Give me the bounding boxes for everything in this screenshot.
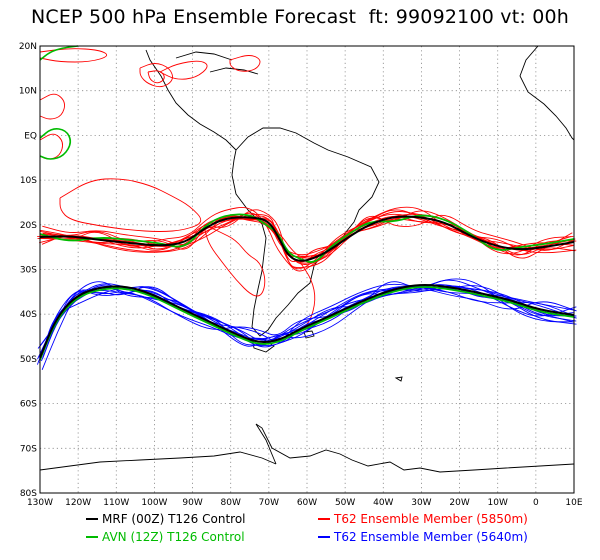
latitude-labels: 20N 10N EQ 10S 20S 30S 40S 50S 60S 70S 80S: [19, 42, 37, 499]
avn-control-closed-contour: [39, 45, 79, 61]
latitude-label: 20S: [20, 221, 37, 231]
longitude-label: 110W: [103, 498, 129, 508]
ensemble-5640-line: [42, 283, 577, 359]
central-america-coast: [145, 49, 237, 151]
gulf-coast: [175, 51, 233, 61]
south-georgia-coast: [394, 376, 403, 382]
legend-avn-label: AVN (12Z) T126 Control: [102, 530, 245, 544]
avn-control-5640-line: [39, 286, 575, 361]
longitude-label: 50W: [335, 498, 355, 508]
mrf-control-5850-line: [39, 215, 575, 262]
contour-lines: [36, 45, 577, 370]
map-title: NCEP 500 hPa Ensemble Forecast ft: 99092…: [30, 6, 570, 28]
longitude-label: 60W: [297, 498, 317, 508]
ensemble-5850-closed-contour: [159, 60, 208, 80]
ensemble-5850-closed-contour: [59, 178, 202, 232]
longitude-label: 70W: [259, 498, 279, 508]
ensemble-5850-closed-contour: [39, 48, 108, 63]
latitude-label: 40S: [20, 310, 37, 320]
longitude-label: 80W: [221, 498, 241, 508]
ensemble-5850-closed-contour: [39, 133, 64, 160]
ensemble-5850-closed-contour: [39, 93, 65, 120]
longitude-label: 10E: [565, 498, 582, 508]
longitude-label: 90W: [182, 498, 202, 508]
ensemble-5850-line: [39, 206, 573, 262]
mrf-control-5640-line: [39, 284, 575, 359]
legend-5640-swatch: [318, 536, 330, 538]
latitude-label: 10S: [20, 176, 37, 186]
ensemble-5850-line: [42, 211, 576, 270]
ensemble-5850-closed-contour: [147, 70, 165, 84]
latitude-label: 30S: [20, 266, 37, 276]
ensemble-5850-closed-contour: [229, 55, 261, 72]
longitude-label: 130W: [27, 498, 53, 508]
longitude-label: 10W: [488, 498, 508, 508]
longitude-label: 0: [533, 498, 539, 508]
longitude-label: 100W: [141, 498, 167, 508]
latitude-label: 60S: [20, 400, 37, 410]
longitude-labels: 130W 120W 110W 100W 90W 80W 70W 60W 50W 40W 30W 20W…: [27, 498, 583, 508]
ensemble-5640-line: [36, 286, 574, 365]
map-frame: [39, 45, 575, 494]
legend-avn-swatch: [86, 536, 98, 538]
longitude-label: 30W: [411, 498, 431, 508]
longitude-label: 20W: [449, 498, 469, 508]
latitude-label: 10N: [19, 87, 37, 97]
latitude-label: 50S: [20, 355, 37, 365]
coastlines: [39, 45, 575, 473]
graticule-grid: [40, 46, 574, 493]
latitude-label: 80S: [20, 489, 37, 499]
longitude-label: 40W: [373, 498, 393, 508]
antarctica-coast: [255, 423, 575, 473]
legend-5850-label: T62 Ensemble Member (5850m): [334, 512, 528, 526]
ensemble-5640-line: [37, 281, 577, 360]
legend-5640-label: T62 Ensemble Member (5640m): [334, 530, 528, 544]
latitude-label: 70S: [20, 444, 37, 454]
ensemble-5850-closed-contour: [139, 63, 173, 88]
legend-mrf-label: MRF (00Z) T126 Control: [102, 512, 246, 526]
ensemble-5850-closed-contour: [204, 224, 266, 297]
falklands-coast: [303, 330, 315, 339]
avn-control-closed-contour: [39, 128, 72, 160]
legend-5850-swatch: [318, 518, 330, 520]
latitude-label: 20N: [19, 42, 37, 52]
africa-coast: [519, 45, 575, 141]
latitude-label: EQ: [24, 131, 37, 141]
antarctica-coast-west: [39, 451, 277, 471]
avn-control-5850-line: [39, 213, 575, 263]
longitude-label: 120W: [65, 498, 91, 508]
south-america-coast: [231, 127, 380, 337]
legend-mrf-swatch: [86, 518, 98, 520]
